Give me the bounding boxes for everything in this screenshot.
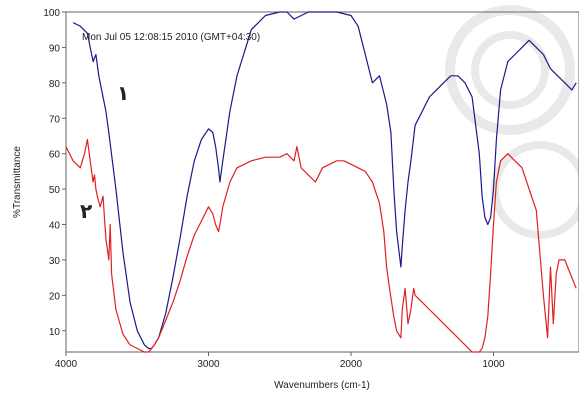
y-axis-label: %Transmittance (12, 146, 23, 218)
date-annotation: Mon Jul 05 12:08:15 2010 (GMT+04:30) (82, 32, 260, 43)
y-tick-label: 90 (49, 43, 61, 54)
x-tick-label: 3000 (197, 359, 220, 370)
y-tick-label: 10 (49, 327, 61, 338)
curve-label-1: ١ (117, 81, 129, 105)
x-tick-label: 1000 (482, 359, 505, 370)
curve-label-2: ٢ (80, 199, 92, 223)
y-tick-label: 80 (49, 79, 61, 90)
y-tick-label: 30 (49, 256, 61, 267)
plot-area (65, 11, 579, 353)
y-tick-label: 50 (49, 185, 61, 196)
y-tick-label: 70 (49, 114, 61, 125)
x-axis-label: Wavenumbers (cm-1) (274, 380, 370, 391)
y-tick-label: 40 (49, 221, 61, 232)
y-tick-label: 100 (43, 8, 60, 19)
series-line-2 (65, 138, 577, 353)
watermark-graphic (445, 5, 579, 239)
y-axis: 10 20 30 40 50 60 70 80 90 100 (43, 8, 66, 338)
series-group (65, 11, 577, 353)
x-axis: 4000 3000 2000 1000 (55, 352, 505, 370)
x-tick-label: 4000 (55, 359, 78, 370)
x-tick-label: 2000 (340, 359, 363, 370)
y-tick-label: 20 (49, 291, 61, 302)
series-line-1 (72, 11, 577, 350)
y-tick-label: 60 (49, 150, 61, 161)
